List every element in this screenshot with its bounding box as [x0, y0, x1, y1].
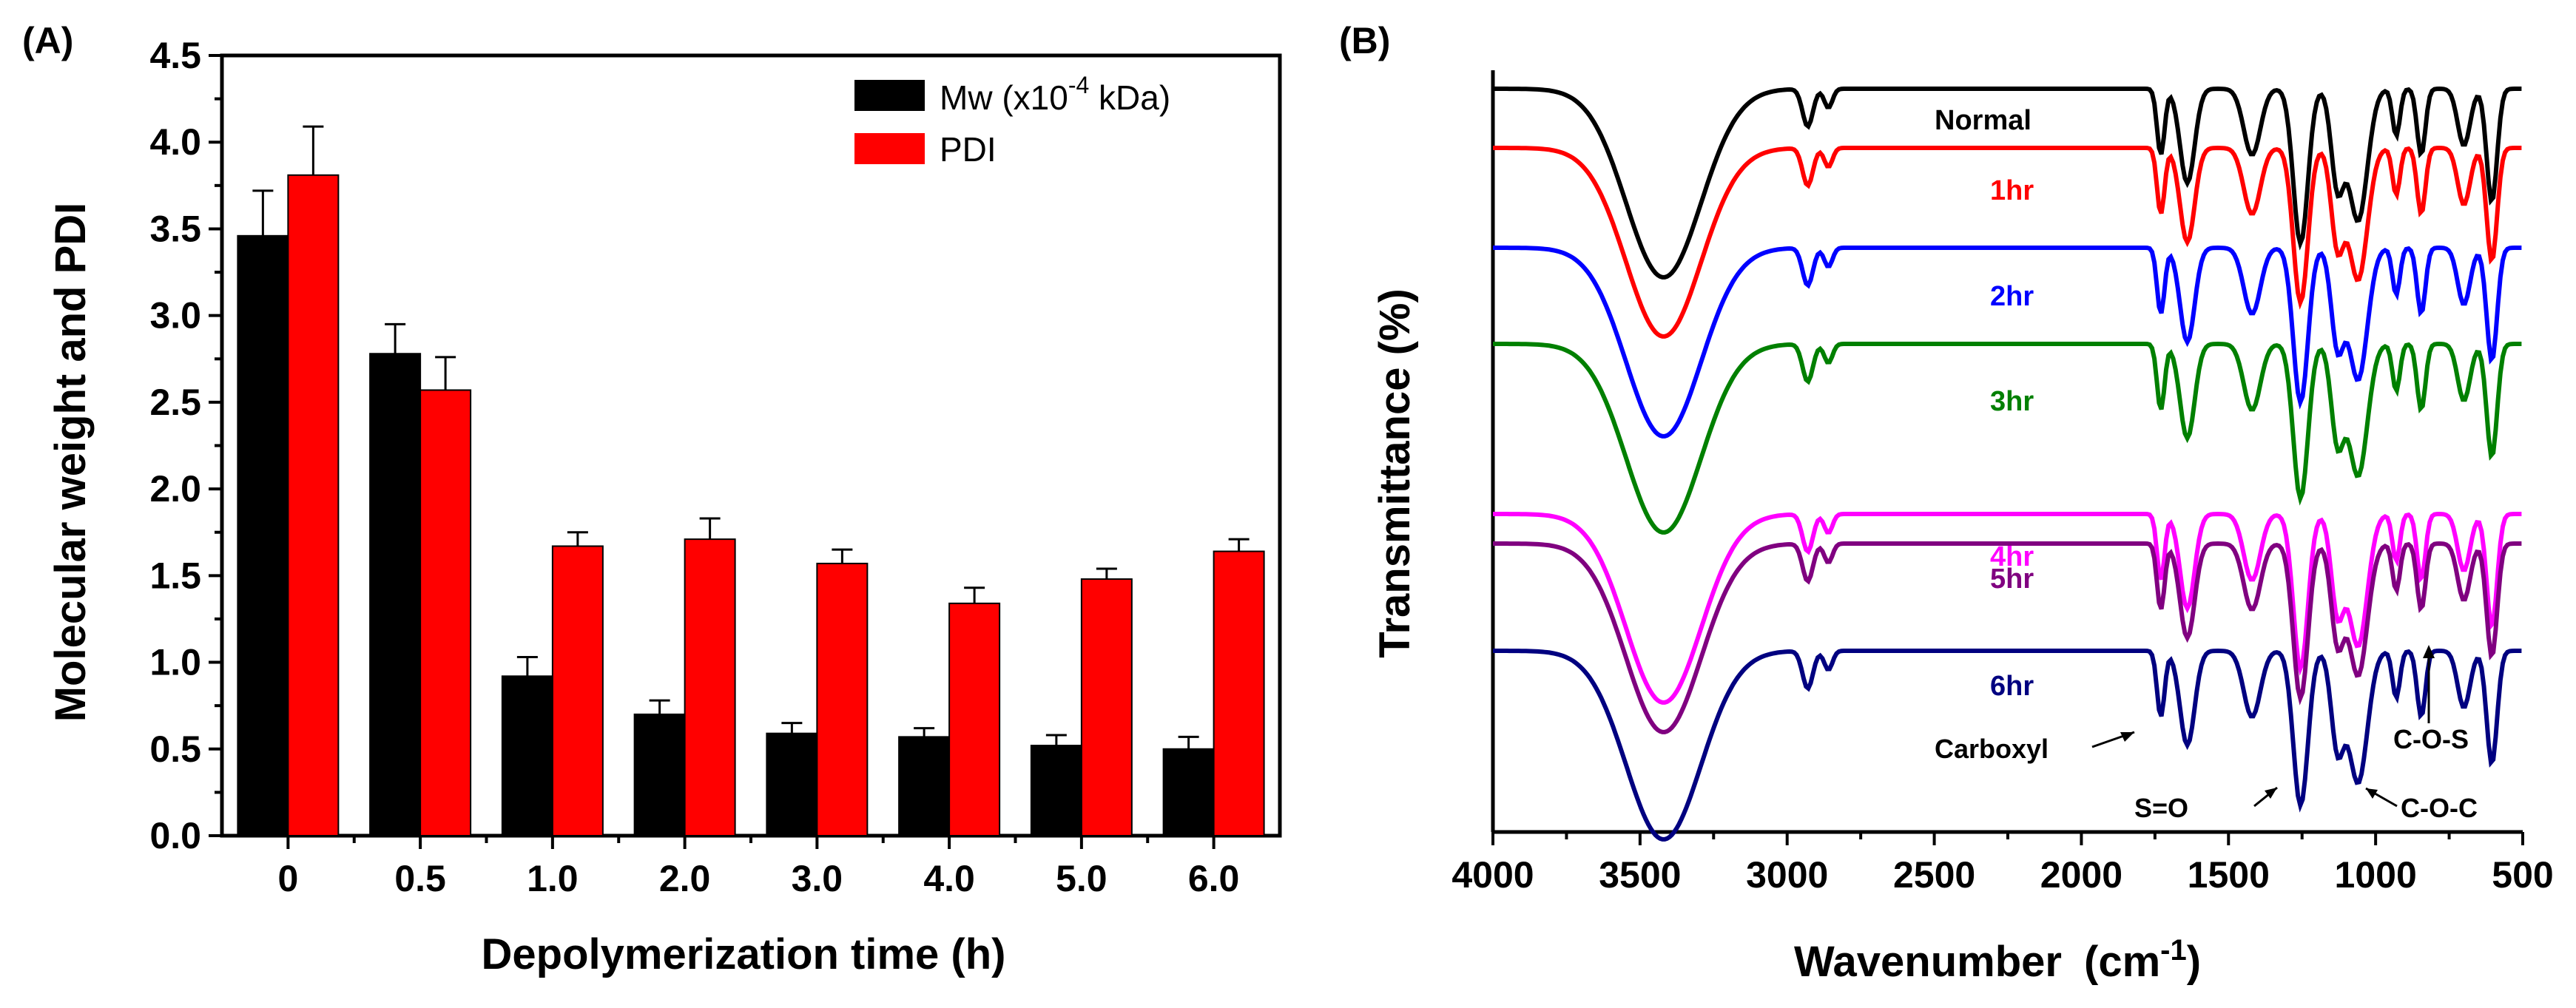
x-tick-label: 3.0 — [792, 858, 843, 899]
bar-mw — [633, 713, 686, 837]
bar-mw — [501, 675, 553, 836]
y-tick-label: 2.5 — [149, 382, 201, 423]
x-tick-label: 0.5 — [394, 858, 446, 899]
x-tick-label: 2000 — [2040, 854, 2122, 896]
panel-b-label: (B) — [1339, 20, 1390, 61]
x-tick-label: 4.0 — [923, 858, 975, 899]
x-tick-label: 3000 — [1746, 854, 1828, 896]
x-tick-label: 2500 — [1893, 854, 1975, 896]
panel-a-y-axis-label: Molecular weight and PDI — [47, 203, 95, 723]
x-tick-label: 6.0 — [1188, 858, 1240, 899]
series-label-normal: Normal — [1935, 105, 2032, 136]
panel-a-label: (A) — [22, 20, 73, 61]
bar-mw — [369, 353, 422, 836]
y-tick-label: 1.5 — [149, 555, 201, 596]
bar-pdi — [551, 545, 604, 836]
bar-mw — [766, 732, 818, 837]
spectrum-line-2hr — [1493, 245, 2522, 439]
bar-pdi — [1080, 578, 1133, 836]
legend-label-mw: Mw (x10-4 kDa) — [940, 72, 1170, 117]
series-label-1hr: 1hr — [1990, 175, 2034, 206]
panel-a-bars — [237, 125, 1265, 837]
x-tick-label: 0 — [277, 858, 298, 899]
spectrum-line-1hr — [1493, 145, 2522, 339]
bar-pdi — [948, 602, 1001, 836]
bar-mw — [1162, 748, 1215, 836]
bar-pdi — [1213, 550, 1265, 836]
bar-pdi — [684, 538, 736, 836]
spectrum-line-4hr — [1493, 511, 2522, 705]
panel-a-x-axis-label: Depolymerization time (h) — [482, 930, 1006, 978]
bar-pdi — [419, 389, 472, 836]
spectrum-line-5hr — [1493, 541, 2522, 734]
x-tick-label: 3500 — [1599, 854, 1681, 896]
x-tick-label: 2.0 — [659, 858, 711, 899]
series-label-5hr: 5hr — [1990, 564, 2034, 595]
panel-b-x-axis-label: Wavenumber (cm-1) — [1794, 934, 2201, 986]
legend-label-pdi: PDI — [940, 130, 997, 169]
bar-mw — [1030, 745, 1082, 836]
x-tick-label: 1.0 — [527, 858, 579, 899]
annotation-c-o-c: C-O-C — [2401, 793, 2478, 823]
x-tick-label: 500 — [2492, 854, 2553, 896]
annotation-c-o-s: C-O-S — [2393, 724, 2469, 754]
y-tick-label: 1.0 — [149, 642, 201, 683]
y-tick-label: 4.5 — [149, 35, 201, 76]
y-tick-label: 0.0 — [149, 815, 201, 856]
y-tick-label: 3.0 — [149, 295, 201, 336]
spectrum-line-6hr — [1493, 648, 2522, 842]
legend-swatch-pdi — [854, 133, 925, 164]
bar-mw — [898, 736, 951, 836]
x-tick-label: 5.0 — [1056, 858, 1107, 899]
annotation-carboxyl: Carboxyl — [1935, 734, 2049, 764]
series-label-2hr: 2hr — [1990, 281, 2034, 312]
y-tick-label: 4.0 — [149, 121, 201, 163]
panel-a-bar-chart: (A) 0.0 0.5 1.0 1.5 2.0 2.5 3.0 3.5 4.0 4.5 0 0.5 1.… — [22, 20, 1282, 978]
x-tick-label: 1000 — [2335, 854, 2417, 896]
x-tick-label: 1500 — [2188, 854, 2270, 896]
bar-pdi — [287, 174, 340, 836]
legend-swatch-mw — [854, 80, 925, 111]
panel-a-axes: 0.0 0.5 1.0 1.5 2.0 2.5 3.0 3.5 4.0 4.5 0 0.5 1.0 2.0… — [149, 35, 1282, 899]
series-label-6hr: 6hr — [1990, 671, 2034, 702]
spectrum-line-normal — [1493, 86, 2522, 280]
series-label-3hr: 3hr — [1990, 386, 2034, 417]
bar-mw — [237, 234, 289, 837]
spectrum-line-3hr — [1493, 341, 2522, 535]
annotation-s-o: S=O — [2134, 793, 2188, 823]
y-tick-label: 2.0 — [149, 468, 201, 510]
y-tick-label: 3.5 — [149, 208, 201, 249]
x-tick-label: 4000 — [1451, 854, 1534, 896]
panel-b-y-axis-label: Transmittance (%) — [1371, 288, 1419, 658]
series-label-4hr: 4hr — [1990, 541, 2034, 572]
bar-pdi — [816, 562, 869, 837]
panel-b-axes: 4000 3500 3000 2500 2000 1500 1000 500 — [1451, 70, 2554, 896]
y-tick-label: 0.5 — [149, 728, 201, 770]
panel-b-ftir-spectra: (B) 4000 3500 3000 2500 2000 1500 1000 500 Norm… — [1339, 20, 2554, 986]
panel-b-annotations: Carboxyl S=O C-O-C C-O-S — [1935, 645, 2478, 823]
panel-a-legend: Mw (x10-4 kDa) PDI — [854, 72, 1170, 169]
